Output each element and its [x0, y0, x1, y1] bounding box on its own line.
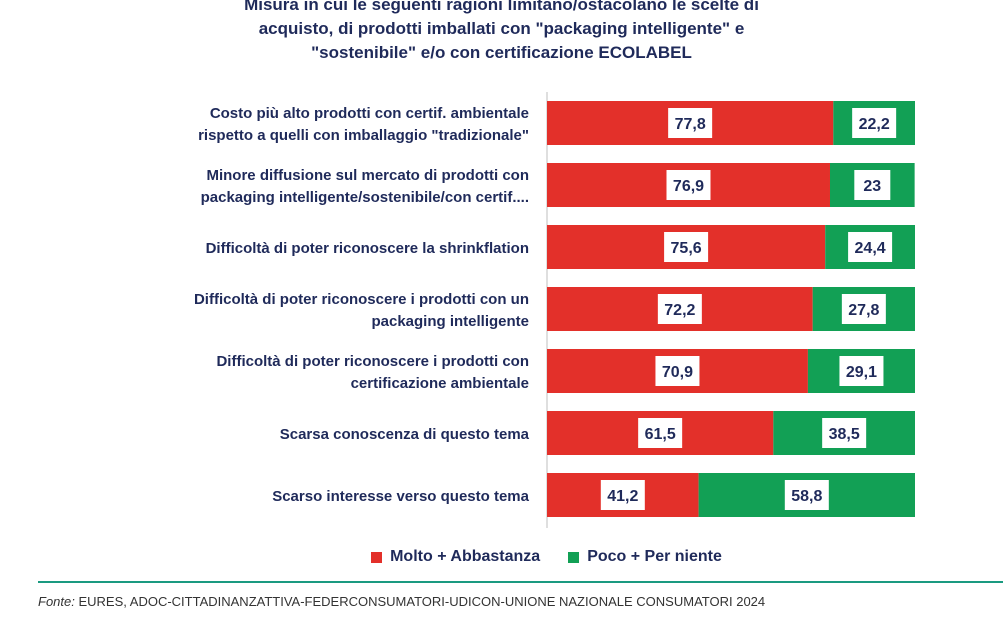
category-label: Difficoltà di poter riconoscere i prodot… [194, 291, 529, 308]
data-label-box [638, 418, 683, 448]
category-label: Scarso interesse verso questo tema [272, 488, 529, 505]
legend-label: Molto + Abbastanza [390, 548, 541, 565]
legend-label: Poco + Per niente [587, 548, 722, 565]
category-label: certificazione ambientale [351, 375, 529, 392]
data-label: 29,1 [846, 364, 877, 381]
source-prefix: Fonte: [38, 594, 75, 609]
data-label-box [852, 108, 897, 138]
legend-item-molto-abbastanza: Molto + Abbastanza [281, 548, 540, 566]
data-label-box [666, 170, 711, 200]
chart-title: Misura in cui le seguenti ragioni limita… [0, 0, 1003, 65]
category-label: packaging intelligente/sostenibile/con c… [201, 189, 529, 206]
data-label-box [655, 356, 700, 386]
category-label: packaging intelligente [371, 313, 529, 330]
legend-swatch-green [568, 551, 580, 563]
data-label-box [668, 108, 713, 138]
data-label: 72,2 [664, 302, 695, 319]
category-label: Costo più alto prodotti con certif. ambi… [210, 105, 529, 122]
data-label: 70,9 [662, 364, 693, 381]
data-label-box [839, 356, 884, 386]
source-text: EURES, ADOC-CITTADINANZATTIVA-FEDERCONSU… [74, 594, 766, 609]
data-label: 41,2 [607, 488, 638, 505]
data-label-box [854, 170, 891, 200]
data-label-box [664, 232, 709, 262]
category-label: Minore diffusione sul mercato di prodott… [206, 167, 529, 184]
legend-item-poco-per-niente: Poco + Per niente [568, 548, 722, 566]
stacked-bar-chart: Costo più alto prodotti con certif. ambi… [194, 92, 915, 528]
category-label: Scarsa conoscenza di questo tema [280, 426, 530, 443]
data-label-box [848, 232, 893, 262]
data-label: 76,9 [673, 178, 704, 195]
chart-legend: Molto + Abbastanza Poco + Per niente [0, 545, 1003, 569]
data-label: 58,8 [791, 488, 822, 505]
source-note: Fonte: EURES, ADOC-CITTADINANZATTIVA-FED… [38, 594, 765, 609]
data-label-box [784, 480, 829, 510]
data-label: 24,4 [855, 240, 886, 257]
legend-swatch-red [371, 551, 383, 563]
data-label: 75,6 [671, 240, 702, 257]
chart-title-line: acquisto, di prodotti imballati con "pac… [258, 19, 745, 38]
chart-title-line: "sostenibile" e/o con certificazione ECO… [311, 43, 692, 62]
data-label-box [657, 294, 702, 324]
category-label: rispetto a quelli con imballaggio "tradi… [198, 127, 529, 144]
category-label: Difficoltà di poter riconoscere i prodot… [216, 353, 529, 370]
category-label: Difficoltà di poter riconoscere la shrin… [206, 240, 529, 257]
data-label-box [841, 294, 886, 324]
data-label: 23 [863, 178, 881, 195]
footer-divider [38, 581, 1003, 583]
data-label: 27,8 [848, 302, 879, 319]
chart-title-line: Misura in cui le seguenti ragioni limita… [244, 0, 759, 14]
data-label: 61,5 [645, 426, 676, 443]
data-label-box [600, 480, 645, 510]
data-label: 22,2 [859, 116, 890, 133]
data-label-box [822, 418, 867, 448]
data-label: 38,5 [829, 426, 860, 443]
data-label: 77,8 [675, 116, 706, 133]
